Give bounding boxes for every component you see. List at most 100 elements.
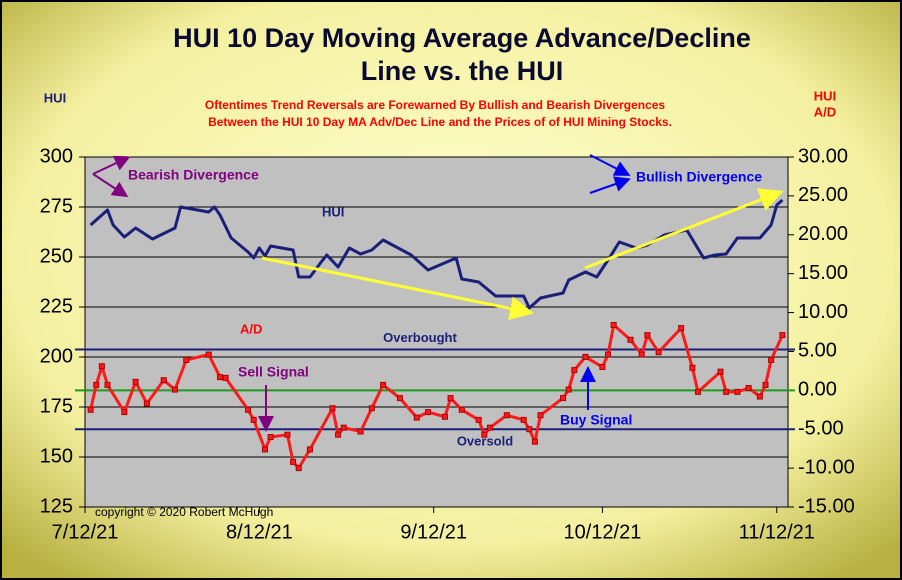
point-marker <box>503 412 510 419</box>
y2-tick-label: 5.00 <box>798 340 837 362</box>
point-marker <box>723 388 730 395</box>
point-marker <box>531 438 538 445</box>
point-marker <box>768 357 775 363</box>
point-marker <box>734 388 741 395</box>
point-marker <box>295 465 302 472</box>
point-marker <box>261 446 268 453</box>
y-tick-label: 225 <box>40 295 73 317</box>
point-marker <box>357 428 364 435</box>
point-marker <box>627 336 634 343</box>
point-marker <box>526 426 533 433</box>
point-marker <box>329 405 336 412</box>
y-tick-label: 275 <box>40 195 73 217</box>
y2-tick-label: 25.00 <box>798 184 848 206</box>
point-marker <box>560 395 567 402</box>
y2-tick-label: 10.00 <box>798 301 848 323</box>
point-marker <box>475 416 482 423</box>
chart-title: HUI 10 Day Moving Average Advance/Declin… <box>173 23 751 53</box>
y2-tick-label: 15.00 <box>798 262 848 284</box>
copyright: copyright © 2020 Robert McHugh <box>95 505 273 519</box>
point-marker <box>284 431 291 438</box>
y2-tick-label: 0.00 <box>798 379 837 401</box>
point-marker <box>695 388 702 395</box>
annotation: Sell Signal <box>238 364 309 380</box>
x-tick-label: 8/12/21 <box>226 521 293 543</box>
subtitle: Oftentimes Trend Reversals are Forewarne… <box>205 98 665 112</box>
point-marker <box>425 409 432 416</box>
point-marker <box>306 446 313 453</box>
point-marker <box>267 434 274 440</box>
point-marker <box>599 364 606 370</box>
arrow <box>92 155 131 175</box>
y2-tick-label: 20.00 <box>798 223 848 245</box>
point-marker <box>245 406 252 413</box>
point-marker <box>340 424 347 431</box>
point-marker <box>565 386 572 393</box>
plot-area <box>85 157 788 507</box>
point-marker <box>520 416 527 423</box>
annotation: Buy Signal <box>560 412 632 428</box>
point-marker <box>571 367 578 374</box>
x-tick-label: 10/12/21 <box>563 521 641 543</box>
arrow <box>589 154 631 176</box>
point-marker <box>537 412 544 419</box>
point-marker <box>689 364 696 371</box>
y2-axis-label: HUI <box>814 88 836 103</box>
y-axis-label: HUI <box>44 90 66 105</box>
point-marker <box>380 381 387 388</box>
y2-tick-label: -5.00 <box>798 418 844 440</box>
reference-label: Overbought <box>383 330 457 345</box>
x-tick-label: 7/12/21 <box>52 521 119 543</box>
point-marker <box>121 409 128 416</box>
y2-axis-label: A/D <box>814 104 836 119</box>
point-marker <box>216 374 223 381</box>
point-marker <box>132 378 139 385</box>
point-marker <box>638 351 645 358</box>
y2-tick-label: 30.00 <box>798 145 848 167</box>
point-marker <box>441 413 448 420</box>
y-tick-label: 200 <box>40 345 73 367</box>
point-marker <box>486 424 493 431</box>
chart-title: Line vs. the HUI <box>361 56 564 86</box>
point-marker <box>447 395 454 402</box>
x-tick-label: 9/12/21 <box>400 521 467 543</box>
annotation: A/D <box>240 321 262 336</box>
y-tick-label: 300 <box>40 145 73 167</box>
y-tick-label: 175 <box>40 395 73 417</box>
point-marker <box>413 414 420 421</box>
y2-tick-label: -10.00 <box>798 456 855 478</box>
subtitle: Between the HUI 10 Day MA Adv/Dec Line a… <box>208 115 672 129</box>
y-tick-label: 250 <box>40 245 73 267</box>
point-marker <box>582 353 589 360</box>
point-marker <box>183 357 190 363</box>
point-marker <box>104 381 111 388</box>
point-marker <box>205 351 212 358</box>
point-marker <box>644 332 651 339</box>
point-marker <box>762 381 769 388</box>
point-marker <box>87 406 94 413</box>
point-marker <box>335 431 342 438</box>
point-marker <box>93 381 100 388</box>
y-tick-label: 125 <box>40 495 73 517</box>
annotation: Bearish Divergence <box>128 167 259 183</box>
point-marker <box>610 322 617 328</box>
arrow <box>589 176 631 194</box>
point-marker <box>160 377 167 384</box>
trend-arrow <box>261 256 534 321</box>
point-marker <box>290 458 297 465</box>
point-marker <box>396 395 403 402</box>
point-marker <box>756 393 763 400</box>
point-marker <box>605 351 612 358</box>
point-marker <box>678 325 685 332</box>
trend-arrow <box>584 188 784 270</box>
point-marker <box>171 386 178 393</box>
annotation: Bullish Divergence <box>636 169 762 185</box>
annotation: HUI <box>322 204 344 219</box>
point-marker <box>98 363 105 370</box>
point-marker <box>779 332 786 339</box>
point-marker <box>250 416 257 423</box>
point-marker <box>745 385 752 391</box>
point-marker <box>655 349 662 356</box>
point-marker <box>143 400 150 407</box>
